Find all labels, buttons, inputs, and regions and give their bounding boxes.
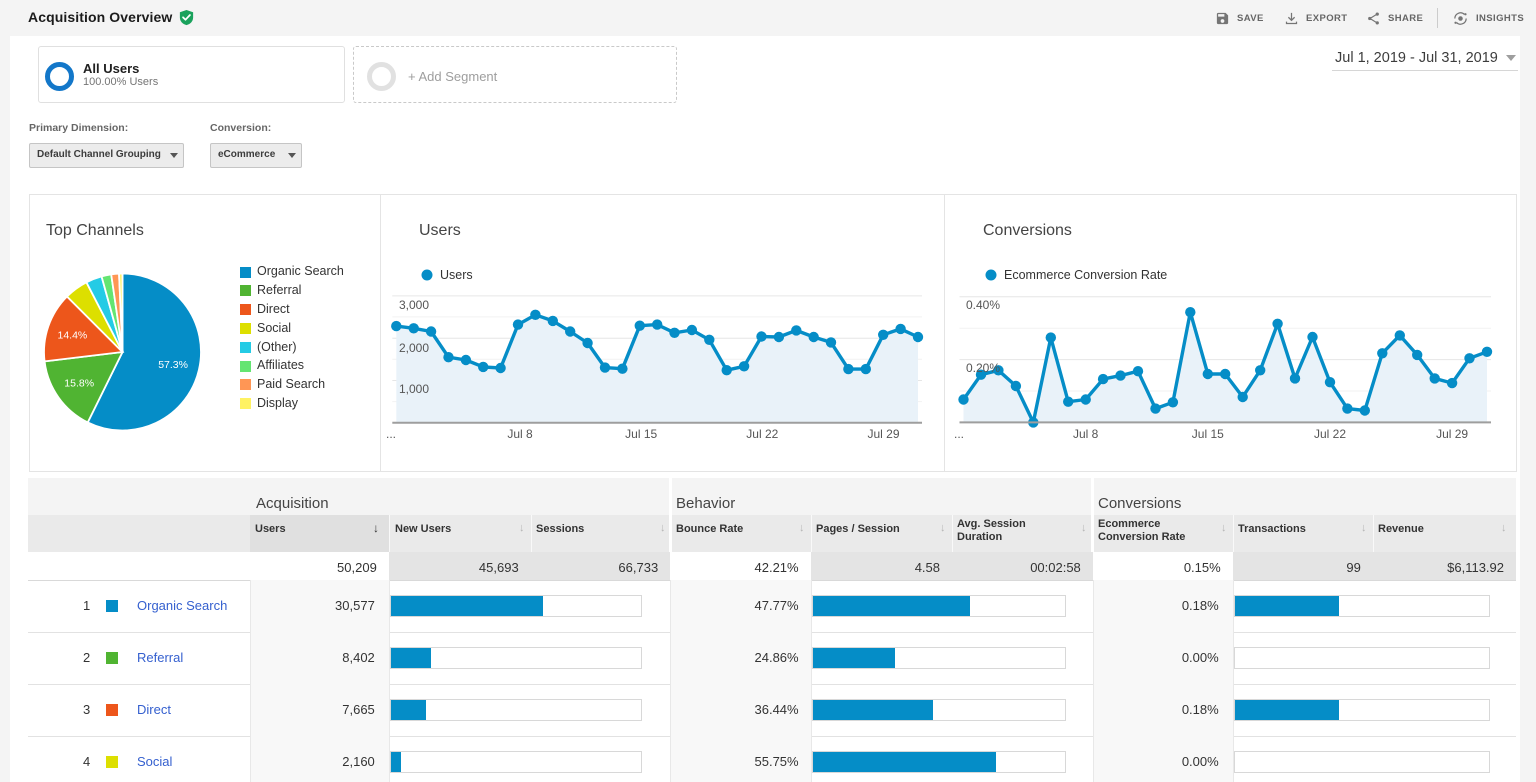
svg-text:15.8%: 15.8% — [64, 378, 94, 390]
svg-text:57.3%: 57.3% — [158, 359, 188, 371]
svg-text:14.4%: 14.4% — [58, 330, 88, 342]
